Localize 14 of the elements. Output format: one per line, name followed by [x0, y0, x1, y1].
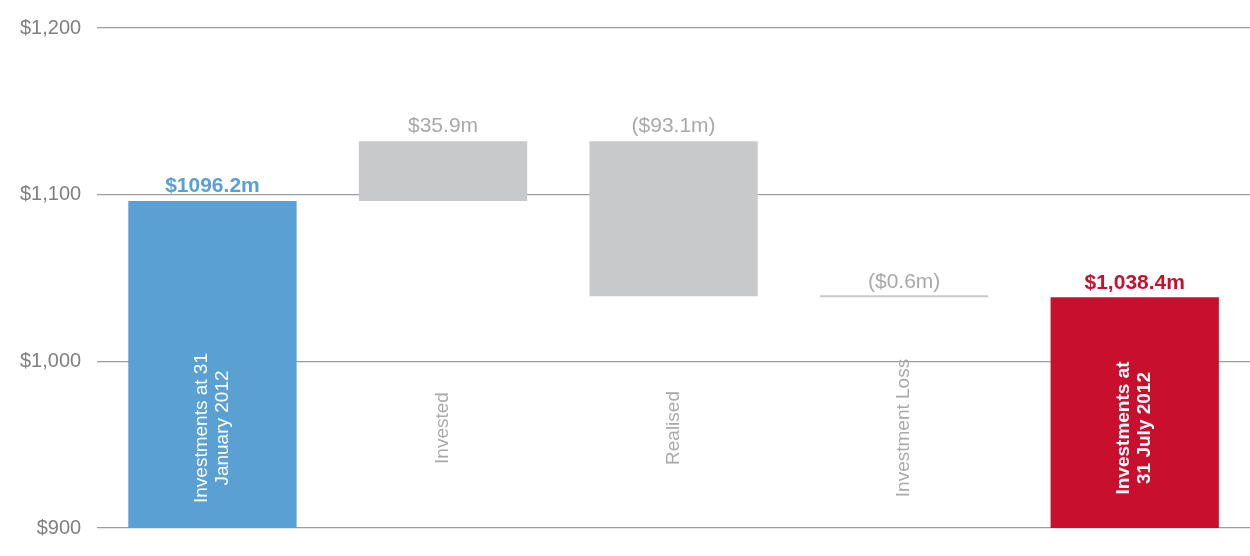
data-label: $1096.2m [165, 173, 260, 197]
data-label: $35.9m [408, 113, 479, 137]
x-tick-label: Investments at 31 July 2012 [1112, 360, 1155, 495]
x-tick-label: Realised [661, 391, 683, 465]
y-tick-label: $1,100 [20, 182, 82, 205]
data-label: ($0.6m) [867, 268, 941, 292]
x-tick-label: Invested [431, 392, 453, 464]
y-tick-label: $1,200 [20, 15, 82, 38]
data-label: ($93.1m) [631, 113, 716, 137]
x-tick-label: Investment Loss [892, 358, 914, 498]
y-tick-label: $1,000 [20, 348, 82, 371]
y-tick-label: $900 [36, 515, 82, 538]
x-tick-label: Investments at 31 January 2012 [190, 353, 233, 503]
data-label: $1,038.4m [1084, 269, 1185, 293]
